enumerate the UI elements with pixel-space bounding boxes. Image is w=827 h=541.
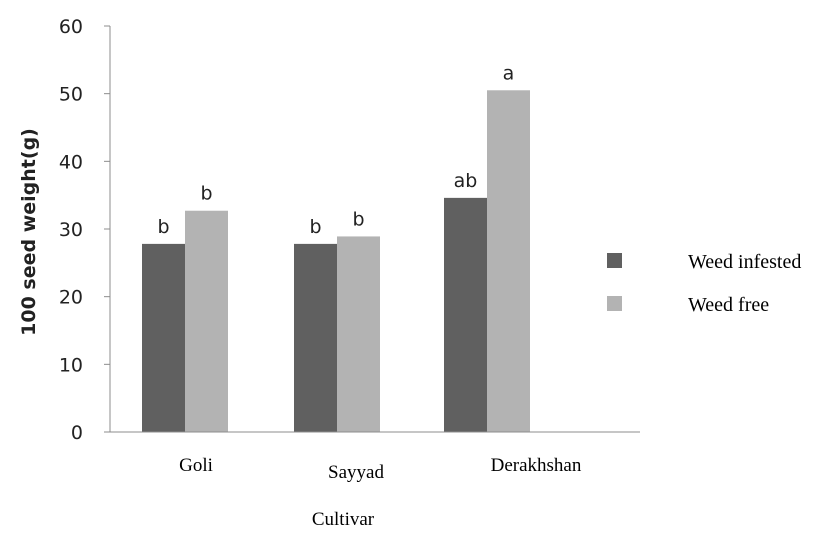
bar-weed-free [185,210,228,432]
legend-swatch [607,253,622,268]
y-axis: 0 10 20 30 40 50 60 [59,16,111,444]
x-category-label: Derakhshan [491,455,582,476]
legend-label: Weed free [688,294,769,316]
bar-weed-infested [294,243,337,432]
bar-significance-label: ab [454,170,478,192]
legend-swatch [607,296,622,311]
bars: b b b b ab a [142,62,530,433]
bar-significance-label: b [200,183,212,205]
bar-weed-free [337,236,380,432]
bar-significance-label: b [309,216,321,238]
x-category-label: Sayyad [328,462,384,483]
y-tick-label: 20 [59,287,83,309]
x-axis: Goli Sayyad Derakhshan [110,431,640,483]
x-category-label: Goli [179,455,213,476]
y-tick-label: 0 [71,422,83,444]
x-axis-label: Cultivar [312,509,375,530]
legend: Weed infested Weed free [607,251,801,316]
y-tick-label: 60 [59,16,83,38]
bar-weed-infested [444,197,487,432]
bar-significance-label: b [352,208,364,230]
y-tick-label: 50 [59,84,83,106]
y-tick-label: 40 [59,151,83,173]
y-tick-label: 10 [59,354,83,376]
bar-weed-infested [142,243,185,432]
y-axis-label: 100 seed weight(g) [18,128,40,336]
bar-significance-label: b [157,216,169,238]
bar-significance-label: a [503,62,515,84]
legend-label: Weed infested [688,251,801,273]
y-tick-label: 30 [59,219,83,241]
bar-weed-free [487,90,530,433]
